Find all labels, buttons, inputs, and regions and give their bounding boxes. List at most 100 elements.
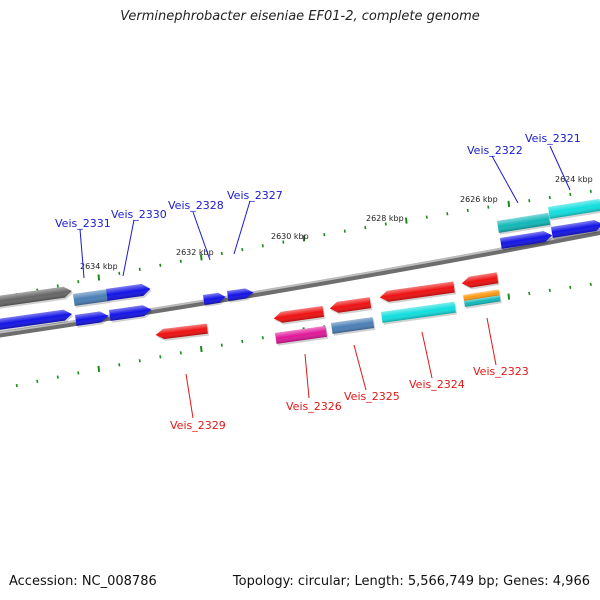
tick-track-outer — [15, 189, 592, 297]
feature-blue-2328[interactable] — [203, 292, 227, 307]
feature-red-2326[interactable] — [273, 306, 326, 326]
feature-teal-2322[interactable] — [497, 212, 552, 235]
gene-features — [0, 198, 600, 346]
kbp-label-2634: 2634 kbp — [80, 262, 118, 271]
accession-text: Accession: NC_008786 — [9, 574, 157, 589]
ticks-inner-tick — [138, 359, 141, 363]
genome-summary-text: Topology: circular; Length: 5,566,749 bp… — [232, 574, 590, 589]
gene-label-veis-2328[interactable]: Veis_2328 — [168, 199, 224, 212]
ticks-outer-tick — [56, 284, 59, 288]
ticks-inner-tick — [179, 351, 182, 355]
ticks-outer-tick — [77, 280, 80, 284]
ticks-outer-tick — [179, 259, 182, 263]
kbp-label-2632: 2632 kbp — [176, 248, 214, 257]
feature-blue-2322[interactable] — [500, 230, 554, 251]
gene-label-veis-2321[interactable]: Veis_2321 — [525, 132, 581, 145]
feature-blue-2321[interactable] — [551, 219, 600, 240]
feature-magenta-2326[interactable] — [275, 325, 329, 346]
ticks-outer-tick — [507, 200, 511, 207]
ticks-inner-tick — [200, 345, 203, 353]
leader-line-veis-2323 — [486, 317, 497, 366]
kbp-label-2628: 2628 kbp — [366, 214, 404, 223]
ticks-outer-tick — [323, 233, 326, 237]
ticks-outer-tick — [97, 274, 101, 281]
ticks-outer-tick — [384, 222, 387, 226]
ticks-outer-tick — [364, 225, 367, 230]
leader-line-veis-2328 — [192, 211, 211, 261]
feature-teal-2323[interactable] — [464, 295, 502, 309]
ticks-outer-tick — [528, 199, 531, 203]
feature-blue-left[interactable] — [0, 308, 74, 333]
ticks-outer-tick — [548, 195, 551, 200]
ticks-outer-tick — [569, 192, 572, 197]
leader-line-veis-2325 — [353, 344, 367, 391]
ticks-inner-tick — [528, 291, 531, 296]
ticks-outer-tick — [241, 247, 244, 252]
ticks-outer-tick — [302, 235, 306, 242]
feature-blue-2330b[interactable] — [75, 310, 110, 328]
kbp-label-2630: 2630 kbp — [271, 232, 309, 241]
gene-label-veis-2324[interactable]: Veis_2324 — [409, 378, 465, 391]
leader-line-veis-2329 — [185, 373, 194, 419]
ticks-outer-tick — [138, 267, 141, 271]
ticks-outer-tick — [446, 212, 449, 216]
gene-label-veis-2323[interactable]: Veis_2323 — [473, 365, 529, 378]
gene-label-veis-2326[interactable]: Veis_2326 — [286, 400, 342, 413]
gene-label-veis-2330[interactable]: Veis_2330 — [111, 208, 167, 221]
genome-title: Verminephrobacter eiseniae EF01-2, compl… — [120, 9, 480, 24]
feature-gray-left[interactable] — [0, 285, 74, 310]
feature-cyan-2321[interactable] — [548, 198, 600, 221]
kbp-label-2624: 2624 kbp — [555, 175, 593, 184]
ticks-inner-tick — [97, 365, 101, 372]
feature-blue-2330c[interactable] — [109, 304, 153, 323]
ticks-outer-tick — [200, 254, 203, 261]
feature-blue-2327[interactable] — [227, 287, 255, 303]
leader-line-veis-2321 — [549, 145, 571, 191]
feature-cyan-2324[interactable] — [381, 301, 458, 325]
ticks-inner-tick — [118, 363, 121, 367]
leader-line-veis-2326 — [304, 353, 310, 399]
ticks-inner-tick — [36, 379, 39, 383]
feature-blue-2330a[interactable] — [106, 283, 153, 303]
ticks-outer-tick — [405, 217, 408, 224]
leader-line-veis-2330 — [122, 219, 135, 277]
leader-line-veis-2331 — [79, 228, 85, 279]
ticks-outer-tick — [118, 271, 121, 276]
ticks-outer-tick — [261, 244, 264, 248]
feature-red-2325[interactable] — [329, 297, 373, 316]
feature-red-2324[interactable] — [379, 281, 457, 304]
feature-red-2323[interactable] — [461, 272, 500, 291]
gene-label-veis-2327[interactable]: Veis_2327 — [227, 189, 283, 202]
ticks-inner-tick — [261, 336, 264, 340]
feature-steel-2325[interactable] — [331, 317, 376, 336]
kbp-label-2626: 2626 kbp — [460, 195, 498, 204]
ticks-outer-tick — [343, 229, 346, 233]
ticks-inner-tick — [77, 371, 80, 375]
ticks-outer-tick — [425, 215, 428, 219]
gene-label-veis-2325[interactable]: Veis_2325 — [344, 390, 400, 403]
gene-label-veis-2331[interactable]: Veis_2331 — [55, 217, 111, 230]
feature-red-2329[interactable] — [155, 323, 210, 342]
gene-label-veis-2322[interactable]: Veis_2322 — [467, 144, 523, 157]
ticks-inner-tick — [159, 355, 162, 359]
leader-line-veis-2327 — [233, 200, 251, 255]
gene-label-veis-2329[interactable]: Veis_2329 — [170, 419, 226, 432]
ticks-inner-tick — [15, 383, 18, 388]
ticks-outer-tick — [487, 205, 490, 209]
ticks-inner-tick — [548, 288, 551, 293]
ticks-outer-tick — [220, 251, 223, 256]
ticks-outer-tick — [282, 240, 285, 244]
leader-line-veis-2324 — [421, 331, 433, 379]
ticks-inner-tick — [507, 293, 511, 300]
ticks-outer-tick — [159, 263, 162, 267]
ticks-inner-tick — [241, 339, 244, 344]
feature-steel-2331[interactable] — [73, 289, 110, 308]
ticks-inner-tick — [220, 343, 223, 347]
ticks-inner-tick — [56, 375, 59, 379]
ticks-inner-tick — [569, 285, 572, 290]
ticks-inner-tick — [589, 282, 592, 287]
ticks-outer-tick — [589, 189, 592, 194]
leader-line-veis-2322 — [491, 155, 519, 204]
